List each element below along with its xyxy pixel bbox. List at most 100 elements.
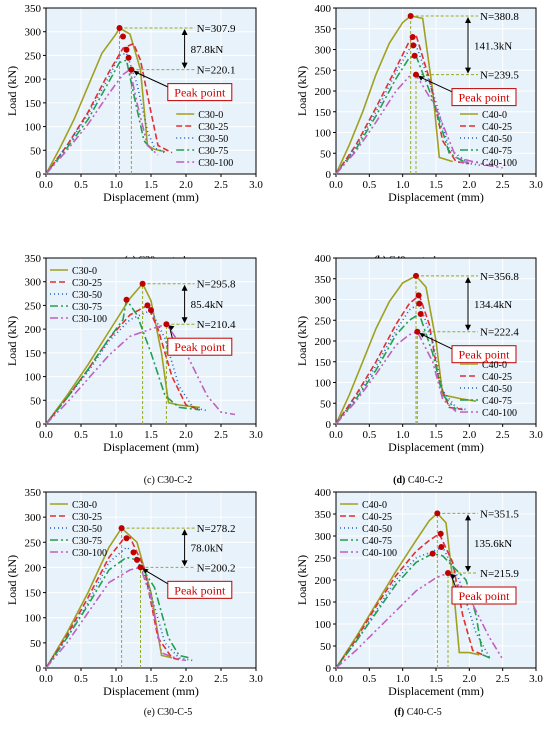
callout-arrow-head xyxy=(419,332,426,338)
y-axis-title: Load (kN) xyxy=(5,316,19,366)
y-tick-label: 300 xyxy=(315,45,332,57)
peak-dot xyxy=(120,33,126,40)
y-tick-label: 150 xyxy=(315,357,332,369)
y-tick-label: 150 xyxy=(25,348,42,360)
y-axis-title: Load (kN) xyxy=(5,555,19,605)
arrow-head-up xyxy=(465,514,471,521)
y-tick-label: 50 xyxy=(320,398,332,410)
legend-label: C30-25 xyxy=(198,122,228,133)
x-axis-title: Displacement (mm) xyxy=(103,190,199,204)
arrow-head-up xyxy=(181,28,188,35)
callout-arrow-head xyxy=(142,568,149,574)
x-tick-label: 1.5 xyxy=(429,673,443,685)
x-tick-label: 1.5 xyxy=(144,429,158,441)
x-tick-label: 3.0 xyxy=(529,673,543,685)
peak-point-box xyxy=(451,88,517,107)
y-tick-label: 0 xyxy=(326,663,332,675)
peak-dot xyxy=(413,71,419,78)
y-tick-label: 200 xyxy=(25,74,42,86)
plot-frame xyxy=(45,491,257,669)
peak-lower-label: N=220.1 xyxy=(197,65,236,77)
y-tick-label: 300 xyxy=(25,27,42,39)
y-tick-label: 300 xyxy=(315,295,332,307)
difference-label: 85.4kN xyxy=(191,299,224,311)
legend-label: C40-75 xyxy=(482,396,512,407)
y-tick-label: 250 xyxy=(25,50,42,62)
peak-dot xyxy=(134,556,140,563)
arrow-head-up xyxy=(465,16,471,23)
y-tick-label: 0 xyxy=(326,169,332,181)
peak-dot xyxy=(116,24,123,31)
peak-point-label: Peak point xyxy=(459,91,511,105)
legend-label: C40-25 xyxy=(482,122,512,133)
y-tick-label: 250 xyxy=(315,553,332,565)
peak-point-box xyxy=(167,83,233,102)
legend-label: C40-75 xyxy=(362,536,392,547)
peak-dot xyxy=(445,570,451,577)
x-tick-label: 0.5 xyxy=(74,673,88,685)
chart-panel-d: (d) C40-C-2 0.0 0.5 1.0 1.5 2.0 2.5 3.0 0 50 100 1… xyxy=(295,253,543,486)
callout-arrow-head xyxy=(450,574,456,580)
legend-label: C40-50 xyxy=(362,524,392,535)
arrow-head-up xyxy=(181,284,188,291)
peak-dot xyxy=(118,525,125,532)
series-line xyxy=(45,556,190,669)
peak-dot xyxy=(438,544,445,550)
legend-label: C40-0 xyxy=(362,500,387,511)
x-tick-label: 0.5 xyxy=(362,179,376,191)
x-tick-label: 2.5 xyxy=(496,673,510,685)
y-tick-label: 400 xyxy=(315,253,332,265)
legend-label: C30-50 xyxy=(72,290,102,301)
y-tick-label: 150 xyxy=(315,597,332,609)
legend-label: C40-100 xyxy=(362,548,397,559)
peak-dot xyxy=(139,280,146,287)
difference-label: 78.0kN xyxy=(191,543,224,555)
x-tick-label: 2.0 xyxy=(179,673,193,685)
x-tick-label: 2.0 xyxy=(462,429,476,441)
y-tick-label: 100 xyxy=(315,619,332,631)
arrow-head-down xyxy=(465,324,471,331)
plot-frame xyxy=(335,257,537,425)
x-tick-label: 0.0 xyxy=(329,179,343,191)
arrow-head-down xyxy=(181,317,188,324)
x-tick-label: 2.0 xyxy=(179,429,193,441)
peak-dot xyxy=(434,510,441,517)
y-tick-label: 300 xyxy=(315,531,332,543)
x-tick-label: 1.0 xyxy=(396,673,410,685)
legend-label: C40-25 xyxy=(362,512,392,523)
peak-dot xyxy=(414,328,421,335)
legend-label: C30-100 xyxy=(72,548,107,559)
peak-dot xyxy=(415,292,422,299)
y-axis-title: Load (kN) xyxy=(295,555,309,605)
x-tick-label: 3.0 xyxy=(529,179,543,191)
peak-dot xyxy=(409,34,416,41)
y-tick-label: 350 xyxy=(25,253,42,265)
y-tick-label: 250 xyxy=(315,65,332,77)
peak-dot xyxy=(128,66,135,73)
x-tick-label: 0.5 xyxy=(362,673,376,685)
chart-panel-e: (e) C30-C-5 0.0 0.5 1.0 1.5 2.0 2.5 3.0 0 50 100 1… xyxy=(5,487,263,718)
y-tick-label: 350 xyxy=(315,509,332,521)
x-tick-label: 3.0 xyxy=(249,179,263,191)
panel-caption: (e) C30-C-5 xyxy=(144,707,193,718)
peak-dot xyxy=(144,302,151,309)
x-tick-label: 2.0 xyxy=(462,673,476,685)
legend-label: C30-0 xyxy=(198,110,223,121)
legend-label: C30-100 xyxy=(198,158,233,169)
difference-label: 141.3kN xyxy=(474,40,512,52)
legend-label: C30-0 xyxy=(72,500,97,511)
chart-panel-a: (a) C30 control group 0.00.51.01.52.02.5… xyxy=(5,3,263,266)
peak-point-label: Peak point xyxy=(174,340,226,354)
peak-dot xyxy=(130,549,137,556)
y-tick-label: 150 xyxy=(25,98,42,110)
difference-label: 134.4kN xyxy=(474,299,512,311)
peak-upper-label: N=278.2 xyxy=(197,523,236,535)
peak-dot xyxy=(163,321,170,328)
y-tick-label: 350 xyxy=(25,487,42,499)
chart-panel-f: (f) C40-C-5 0.0 0.5 1.0 1.5 2.0 2.5 3.0 0 50 100 1… xyxy=(295,487,543,718)
peak-dot xyxy=(125,54,132,61)
x-tick-label: 1.0 xyxy=(109,179,123,191)
y-tick-label: 400 xyxy=(315,487,332,499)
peak-point-box xyxy=(451,586,517,605)
series-line xyxy=(45,566,187,669)
